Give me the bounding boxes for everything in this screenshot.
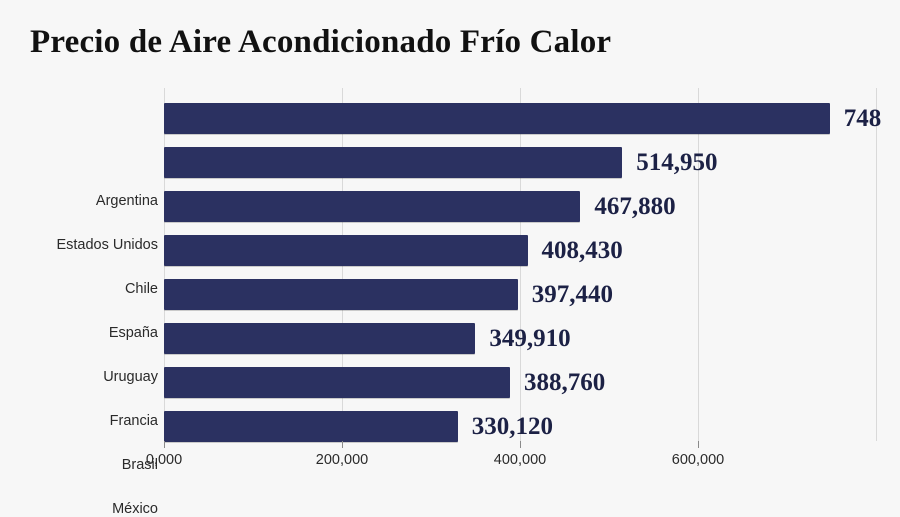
tick-label-200000: 200,000 — [315, 452, 369, 468]
gridline-600000 — [698, 88, 699, 441]
bar-row[interactable]: 514,950 — [164, 141, 900, 185]
bar-row[interactable]: 467,880 — [164, 185, 900, 229]
category-label-chile: Chile — [124, 281, 158, 297]
bar-uruguay[interactable] — [164, 279, 518, 310]
category-label-argentina: Argentina — [95, 193, 158, 209]
category-label-francia: Francia — [109, 413, 158, 429]
bar-value-chile: 467,880 — [594, 193, 676, 220]
x-axis: 0,000 200,000 400,000 600,000 — [146, 441, 900, 501]
chart-figure: Precio de Aire Acondicionado Frío Calor … — [0, 24, 900, 517]
gridline-800000 — [876, 88, 877, 441]
category-label-espana: España — [108, 325, 158, 341]
chart-title: Precio de Aire Acondicionado Frío Calor — [30, 24, 612, 60]
bar-estados-unidos[interactable] — [164, 147, 623, 178]
bar-espana[interactable] — [164, 235, 528, 266]
bar-value-uruguay: 397,440 — [531, 281, 613, 308]
bar-brasil[interactable] — [164, 367, 510, 398]
category-label-brasil: Brasil — [121, 457, 158, 473]
bar-value-francia: 349,910 — [489, 325, 571, 352]
category-label-estados-unidos: Estados Unidos — [56, 237, 158, 253]
y-axis-category-labels: Argentina Estados Unidos Chile España Ur… — [0, 88, 158, 517]
tick-label-600000: 600,000 — [671, 452, 725, 468]
bar-value-argentina: 748 — [843, 105, 882, 132]
tick-label-400000: 400,000 — [493, 452, 547, 468]
tick-mark-200000 — [342, 441, 343, 448]
bar-value-estados-unidos: 514,950 — [636, 149, 718, 176]
bar-row[interactable]: 349,910 — [164, 317, 900, 361]
tick-mark-400000 — [520, 441, 521, 448]
bar-row[interactable]: 330,120 — [164, 405, 900, 449]
bar-value-mexico: 330,120 — [471, 413, 554, 440]
plot-area: 748 514,950 467,880 408,430 397,440 349,… — [164, 88, 900, 442]
bar-chile[interactable] — [164, 191, 581, 222]
category-label-mexico: México — [112, 501, 158, 517]
bar-row[interactable]: 408,430 — [164, 229, 900, 273]
bar-argentina[interactable] — [164, 103, 830, 134]
bar-row[interactable]: 388,760 — [164, 361, 900, 405]
bar-value-brasil: 388,760 — [523, 369, 606, 396]
tick-mark-600000 — [698, 441, 699, 448]
bar-mexico[interactable] — [164, 411, 458, 442]
bar-row[interactable]: 748 — [164, 97, 900, 141]
bar-value-espana: 408,430 — [541, 237, 623, 264]
tick-mark-0 — [164, 441, 165, 448]
bar-francia[interactable] — [164, 323, 476, 354]
category-label-uruguay: Uruguay — [103, 369, 158, 385]
tick-label-0: 0,000 — [145, 452, 183, 468]
bar-row[interactable]: 397,440 — [164, 273, 900, 317]
